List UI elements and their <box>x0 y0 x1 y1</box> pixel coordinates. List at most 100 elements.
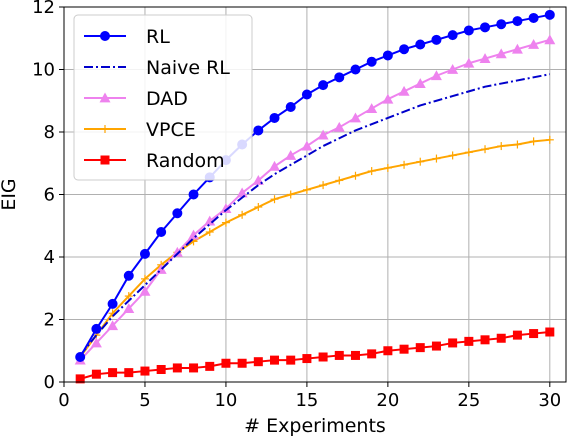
data-point-rl <box>188 189 199 200</box>
data-point-random <box>270 355 280 365</box>
legend-label: VPCE <box>146 119 196 141</box>
data-point-rl <box>480 22 491 33</box>
series-layer <box>74 9 556 384</box>
data-point-rl <box>399 44 410 55</box>
data-point-rl <box>544 9 555 20</box>
series-line-random <box>79 331 550 380</box>
data-point-rl <box>123 270 134 281</box>
data-point-dad <box>236 187 248 198</box>
data-point-random <box>75 374 85 384</box>
data-point-random <box>286 355 296 365</box>
legend-box <box>73 14 253 181</box>
data-point-vpce <box>351 171 360 180</box>
data-point-random <box>221 358 231 368</box>
data-point-rl <box>382 50 393 61</box>
data-point-dad <box>430 70 442 81</box>
series-line-naive-rl <box>79 73 550 357</box>
data-point-random <box>334 350 344 360</box>
data-point-random <box>91 369 101 379</box>
data-point-dad <box>414 78 426 88</box>
data-point-rl <box>253 125 264 136</box>
data-point-vpce <box>481 145 490 154</box>
data-point-random <box>415 343 425 353</box>
data-point-dad <box>382 93 394 104</box>
legend-label: DAD <box>146 88 188 110</box>
data-point-vpce <box>254 203 263 211</box>
data-point-rl <box>107 298 118 309</box>
data-point-dad <box>349 112 361 123</box>
data-point-dad <box>107 320 119 331</box>
x-tick-label: 0 <box>58 390 69 411</box>
x-tick-label: 25 <box>457 390 480 411</box>
data-point-random <box>480 335 490 345</box>
legend-marker <box>99 92 111 103</box>
y-tick-label: 10 <box>32 60 55 81</box>
data-point-rl <box>334 72 345 83</box>
data-point-random <box>529 329 539 339</box>
y-tick-label: 2 <box>44 310 55 331</box>
data-point-random <box>448 338 458 348</box>
data-point-vpce <box>545 135 554 144</box>
data-point-dad <box>90 337 102 348</box>
data-point-rl <box>318 80 329 91</box>
data-point-vpce <box>513 140 522 149</box>
data-point-rl <box>156 227 167 237</box>
data-point-vpce <box>529 137 538 146</box>
data-point-dad <box>220 203 232 213</box>
data-point-random <box>237 358 247 368</box>
data-point-vpce <box>464 148 473 157</box>
legend-item-dad: DAD <box>84 88 188 110</box>
x-tick-label: 30 <box>538 390 561 411</box>
data-point-vpce <box>400 160 409 169</box>
data-point-rl <box>350 64 361 75</box>
data-point-random <box>367 349 377 359</box>
legend-item-naive-rl: Naive RL <box>84 57 230 79</box>
y-tick-label: 8 <box>44 122 55 143</box>
data-point-dad <box>269 160 281 171</box>
legend-label: Naive RL <box>146 57 230 79</box>
data-point-random <box>108 368 118 378</box>
data-point-rl <box>463 25 474 36</box>
data-point-rl <box>75 352 86 362</box>
data-point-rl <box>172 208 183 219</box>
data-point-dad <box>366 103 378 113</box>
data-point-vpce <box>238 210 247 219</box>
data-point-dad <box>463 57 475 68</box>
data-point-dad <box>317 129 329 140</box>
data-point-rl <box>496 19 507 30</box>
data-point-rl <box>431 34 442 45</box>
legend-marker <box>101 125 109 133</box>
x-tick-label: 15 <box>295 390 318 411</box>
y-tick-label: 0 <box>44 372 55 393</box>
data-point-dad <box>511 43 523 54</box>
data-point-random <box>350 350 360 360</box>
data-point-rl <box>415 39 426 50</box>
data-point-vpce <box>221 218 230 227</box>
data-point-random <box>399 344 409 354</box>
y-tick-label: 4 <box>44 247 55 268</box>
data-point-dad <box>495 48 507 59</box>
data-point-random <box>189 363 199 373</box>
data-point-rl <box>139 248 150 259</box>
data-point-dad <box>123 303 135 313</box>
x-tick-label: 20 <box>376 390 399 411</box>
data-point-random <box>302 354 312 364</box>
data-point-rl <box>512 16 523 27</box>
data-point-vpce <box>286 190 295 199</box>
data-point-vpce <box>140 274 149 283</box>
data-point-dad <box>528 39 540 49</box>
data-point-random <box>253 357 263 367</box>
y-tick-label: 6 <box>44 185 55 206</box>
data-point-dad <box>398 85 410 96</box>
data-point-random <box>431 341 441 351</box>
legend-item-vpce: VPCE <box>84 119 196 141</box>
data-point-dad <box>479 53 491 63</box>
data-point-random <box>124 368 134 378</box>
data-point-dad <box>285 149 297 160</box>
data-point-dad <box>139 285 151 296</box>
data-point-rl <box>301 89 312 100</box>
legend: RL Naive RL DAD VPCE Random <box>73 14 253 181</box>
x-tick-label: 5 <box>139 390 150 411</box>
data-point-dad <box>544 34 556 45</box>
data-point-random <box>140 366 150 376</box>
